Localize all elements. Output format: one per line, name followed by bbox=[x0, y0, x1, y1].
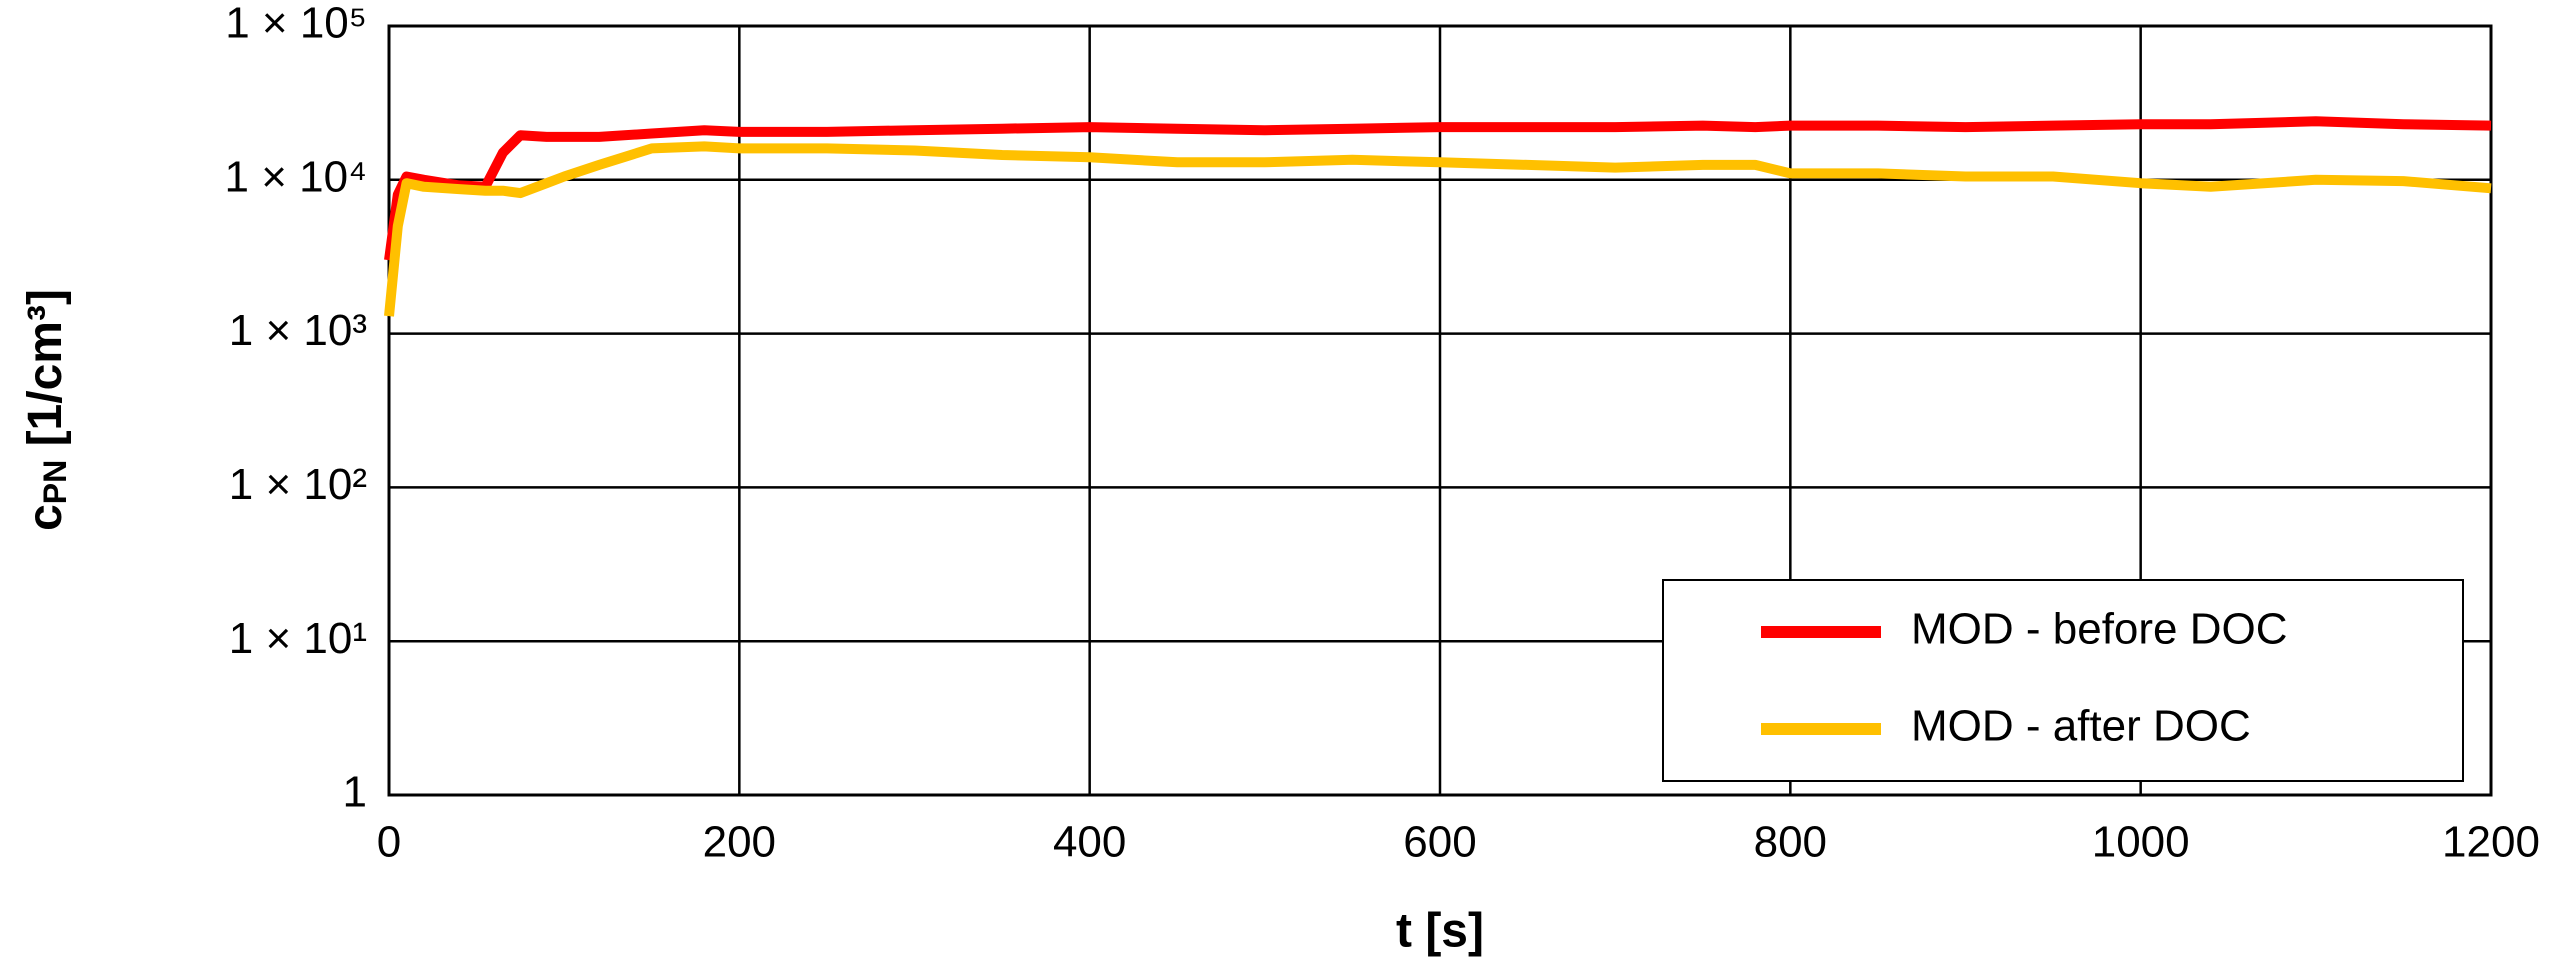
y-tick-label: 1 × 10⁴ bbox=[225, 152, 367, 201]
legend-label: MOD - before DOC bbox=[1911, 605, 2288, 654]
y-label-sub: PN bbox=[37, 460, 73, 504]
y-tick-label: 1 × 10⁵ bbox=[225, 0, 367, 48]
x-tick-label: 1200 bbox=[2442, 818, 2540, 867]
y-label-unit: [1/cm³] bbox=[19, 289, 72, 460]
legend-box bbox=[1662, 579, 2464, 782]
x-tick-label: 600 bbox=[1403, 818, 1476, 867]
x-axis-label: t [s] bbox=[1396, 905, 1484, 958]
x-tick-label: 200 bbox=[703, 818, 776, 867]
series-line bbox=[384, 141, 2492, 317]
x-tick-label: 800 bbox=[1754, 818, 1827, 867]
legend-label: MOD - after DOC bbox=[1911, 702, 2251, 751]
x-tick-label: 0 bbox=[377, 818, 401, 867]
x-tick-label: 1000 bbox=[2092, 818, 2190, 867]
x-tick-label: 400 bbox=[1053, 818, 1126, 867]
series-line bbox=[384, 116, 2492, 261]
y-tick-label: 1 × 10² bbox=[229, 460, 367, 509]
y-tick-label: 1 × 10¹ bbox=[229, 614, 367, 663]
y-axis-label: cPN [1/cm³] bbox=[19, 289, 74, 531]
plot-frame bbox=[387, 24, 2493, 797]
y-label-main: c bbox=[19, 504, 72, 531]
y-tick-label: 1 bbox=[343, 768, 367, 817]
y-tick-label: 1 × 10³ bbox=[229, 306, 367, 355]
